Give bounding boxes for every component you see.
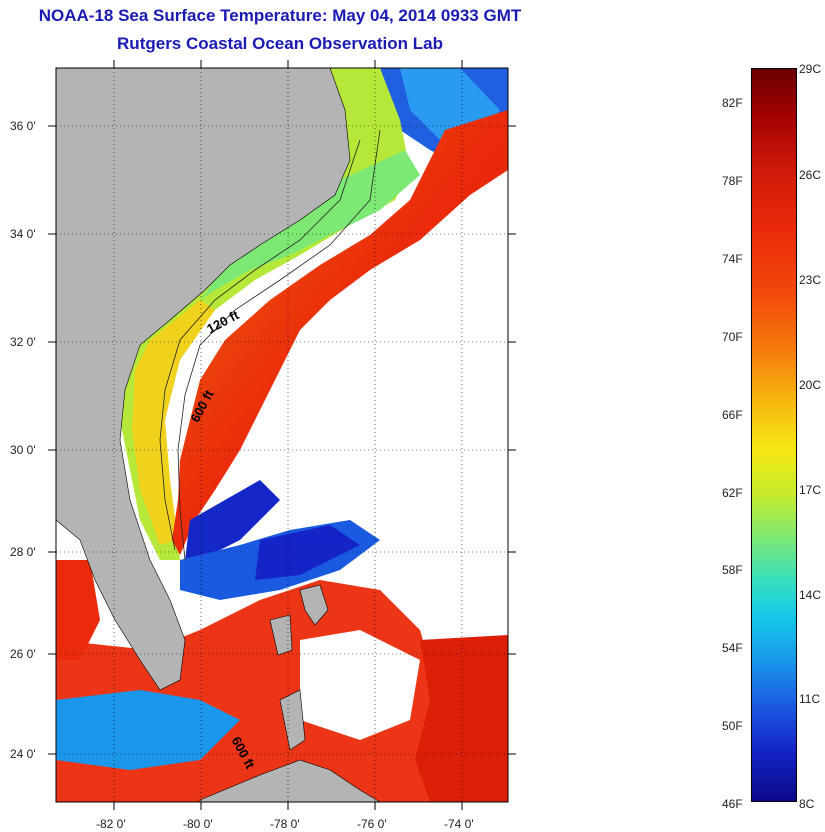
lat-label-34: 34 0' (10, 227, 36, 241)
bahamas-island-3 (279, 689, 306, 751)
cb-c-8: 8C (799, 797, 815, 811)
cb-f-78: 78F (722, 174, 743, 188)
bahamas-island-2 (269, 614, 293, 656)
chart-subtitle: Rutgers Coastal Ocean Observation Lab (117, 34, 443, 53)
grid-lines (56, 68, 508, 802)
us-coast-land (56, 68, 351, 691)
bahamas-island-1 (299, 584, 329, 626)
cb-f-58: 58F (722, 563, 743, 577)
lat-label-32: 32 0' (10, 335, 36, 349)
cb-f-62: 62F (722, 486, 743, 500)
lat-label-26: 26 0' (10, 647, 36, 661)
sst-map: 120 ft 600 ft 600 ft 36 0' 34 0' 32 0' 3… (10, 60, 516, 831)
cb-c-26: 26C (799, 168, 822, 182)
cb-f-74: 74F (722, 252, 743, 266)
lon-label-80: -80 0' (183, 817, 213, 831)
lat-label-28: 28 0' (10, 545, 36, 559)
lon-label-82: -82 0' (96, 817, 126, 831)
contour-600ft (177, 129, 381, 561)
temperature-colorbar (751, 68, 797, 802)
cb-c-14: 14C (799, 588, 822, 602)
cuba-land (199, 759, 381, 802)
cold-patch-1 (185, 480, 280, 560)
lat-label-24: 24 0' (10, 747, 36, 761)
cb-c-23: 23C (799, 273, 822, 287)
cloud-patch-south (300, 630, 420, 740)
chart-title: NOAA-18 Sea Surface Temperature: May 04,… (38, 6, 522, 25)
map-frame (55, 67, 509, 803)
lat-label-30: 30 0' (10, 443, 36, 457)
cb-f-82: 82F (722, 96, 743, 110)
cb-c-11: 11C (799, 692, 821, 706)
shelf-water-cool (200, 150, 420, 300)
lat-label-36: 36 0' (10, 119, 36, 133)
cb-f-50: 50F (722, 719, 743, 733)
warm-region-east (415, 635, 508, 802)
cold-patch-3 (255, 525, 360, 580)
cb-c-20: 20C (799, 378, 822, 392)
contour-120ft (159, 139, 361, 551)
cb-c-29: 29C (799, 62, 822, 76)
cb-f-66: 66F (722, 408, 743, 422)
lon-label-74: -74 0' (444, 817, 474, 831)
cb-f-46: 46F (722, 797, 743, 811)
mixed-water-south (56, 690, 240, 770)
shelf-water-warm (132, 300, 215, 545)
tick-marks (48, 60, 516, 810)
gulf-west-warm (56, 560, 100, 660)
cb-f-70: 70F (722, 330, 743, 344)
gulf-stream (172, 110, 508, 555)
cb-f-54: 54F (722, 641, 743, 655)
lon-label-76: -76 0' (357, 817, 387, 831)
cb-c-17: 17C (799, 483, 822, 497)
lon-label-78: -78 0' (270, 817, 300, 831)
